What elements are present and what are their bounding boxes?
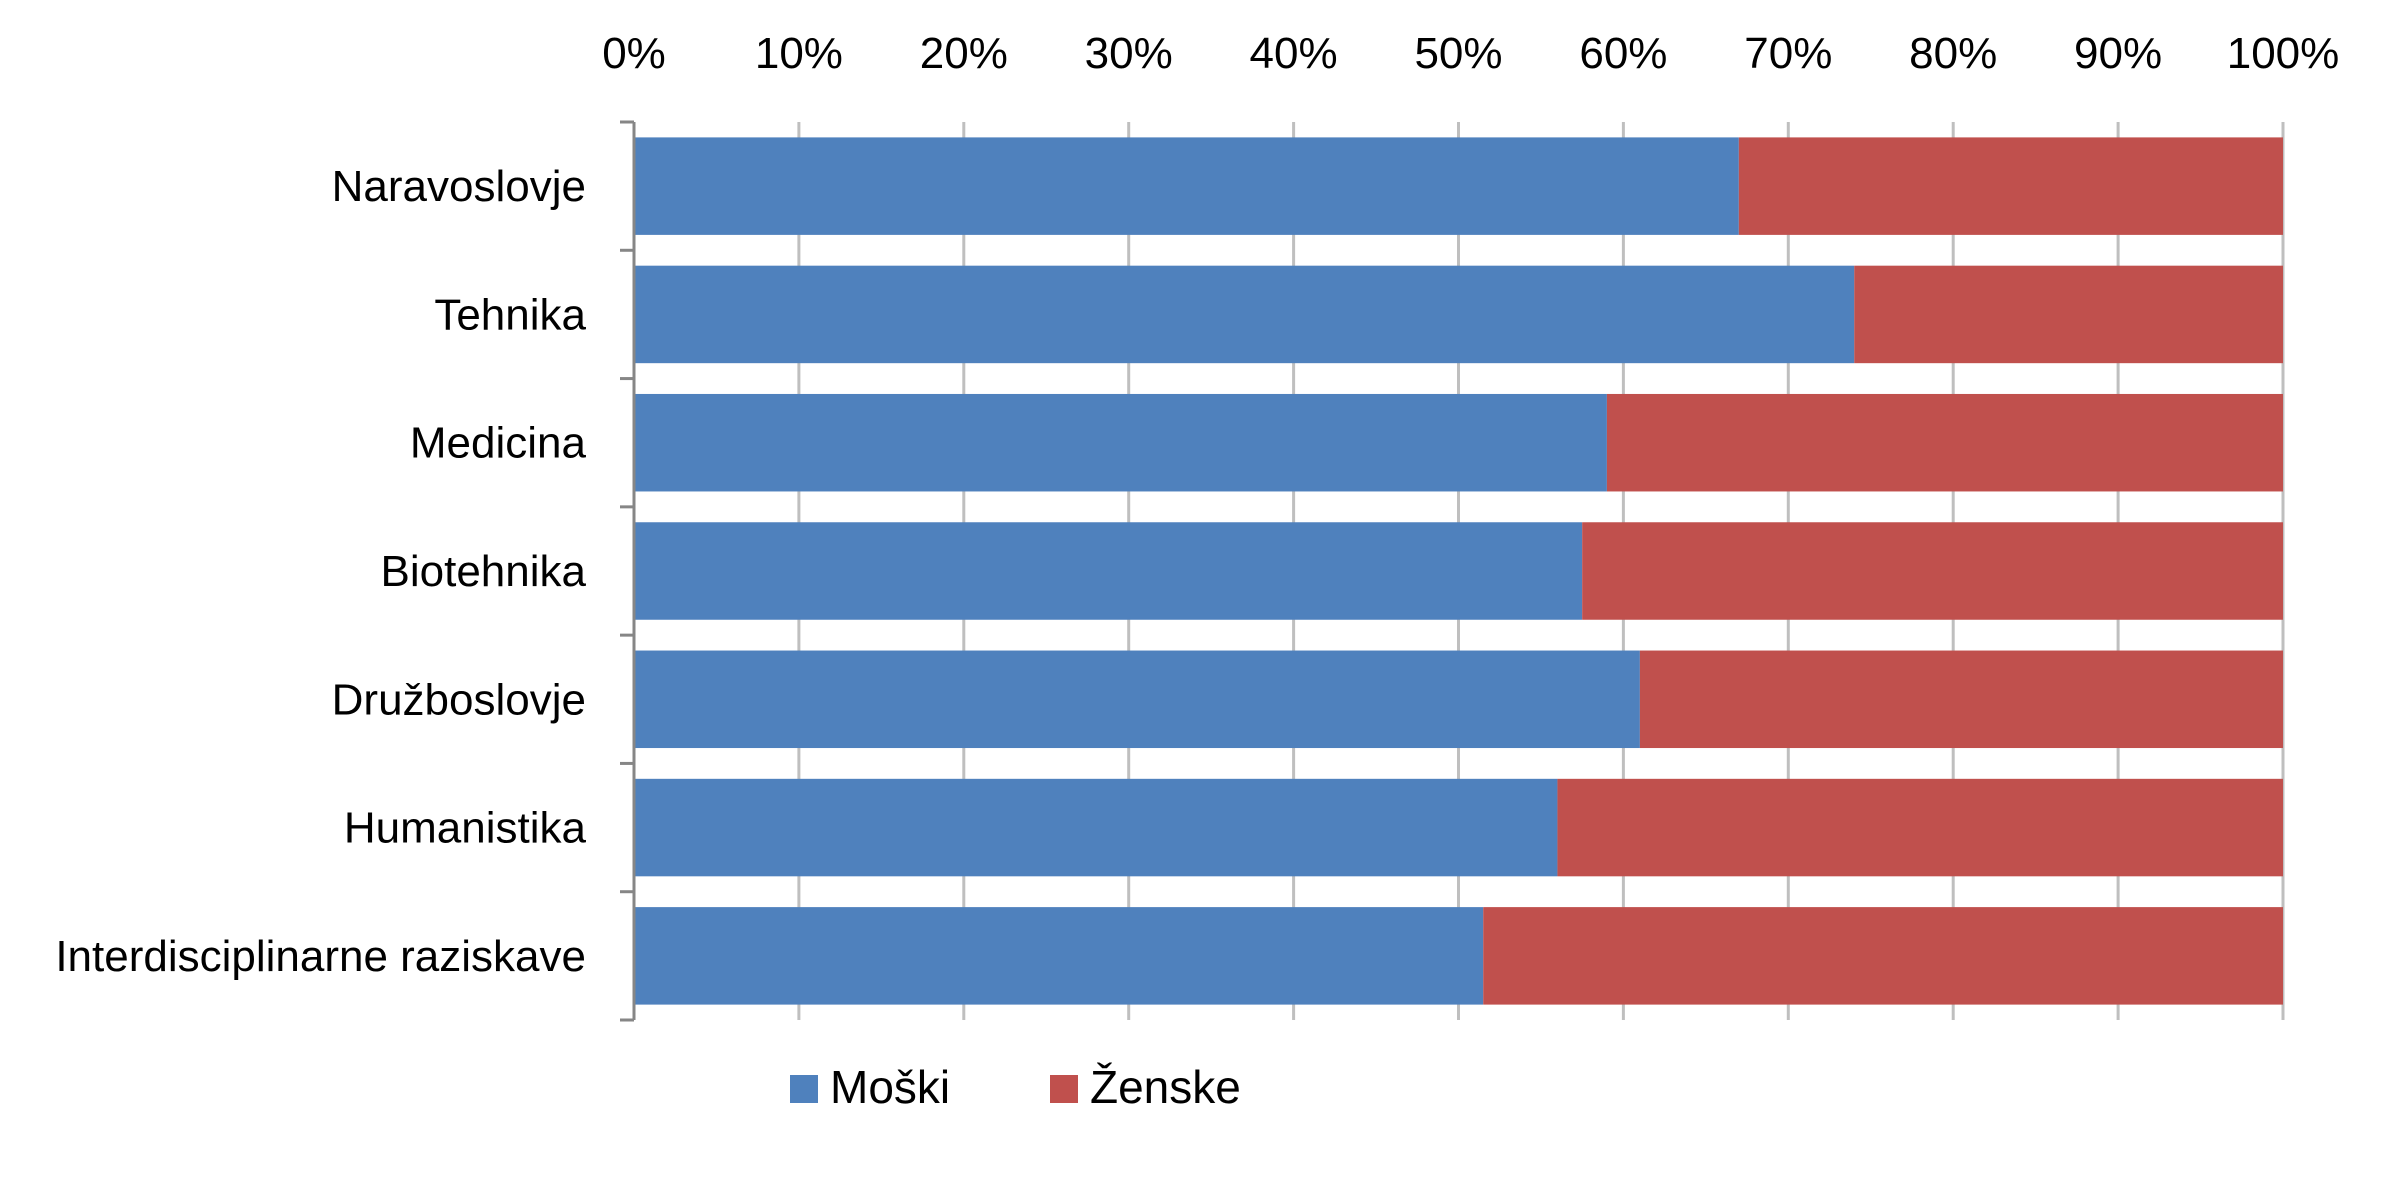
- bar-zenske: [1557, 778, 2283, 877]
- category-labels: Naravoslovje Tehnika Medicina Biotehnika Dru…: [55, 162, 586, 981]
- bar-moski: [634, 650, 1640, 749]
- bars: [634, 137, 2283, 1005]
- category-label: Interdisciplinarne raziskave: [55, 932, 586, 981]
- bar-moski: [634, 265, 1855, 364]
- category-label: Biotehnika: [381, 547, 587, 596]
- x-tick-label: 100%: [2227, 29, 2340, 78]
- bar-zenske: [1639, 650, 2283, 749]
- x-tick-labels: 0% 10% 20% 30% 40% 50% 60% 70% 80% 90% 100%: [602, 29, 2339, 78]
- bar-moski: [634, 907, 1484, 1005]
- bar-zenske: [1606, 393, 2283, 492]
- x-tick-label: 70%: [1744, 29, 1832, 78]
- category-label: Humanistika: [344, 804, 587, 853]
- axes: [620, 120, 636, 1022]
- bar-moski: [634, 137, 1739, 235]
- x-tick-label: 10%: [755, 29, 843, 78]
- legend-label: Moški: [830, 1061, 950, 1113]
- x-tick-label: 30%: [1085, 29, 1173, 78]
- category-label: Medicina: [410, 419, 587, 468]
- category-label: Naravoslovje: [332, 162, 586, 211]
- legend-label: Ženske: [1090, 1061, 1241, 1113]
- category-label: Tehnika: [434, 290, 586, 339]
- bar-zenske: [1854, 265, 2283, 364]
- category-label: Družboslovje: [332, 675, 586, 724]
- bar-zenske: [1738, 137, 2283, 235]
- x-tick-label: 0%: [602, 29, 666, 78]
- x-tick-label: 80%: [1909, 29, 1997, 78]
- legend-swatch: [790, 1075, 818, 1103]
- bar-moski: [634, 522, 1583, 620]
- x-tick-label: 50%: [1414, 29, 1502, 78]
- bar-zenske: [1483, 907, 2283, 1005]
- x-tick-label: 60%: [1579, 29, 1667, 78]
- x-tick-label: 40%: [1250, 29, 1338, 78]
- bar-moski: [634, 393, 1607, 492]
- bar-moski: [634, 778, 1558, 877]
- bar-zenske: [1582, 522, 2283, 620]
- legend: Moški Ženske: [790, 1061, 1241, 1113]
- x-tick-label: 90%: [2074, 29, 2162, 78]
- x-tick-label: 20%: [920, 29, 1008, 78]
- legend-swatch: [1050, 1075, 1078, 1103]
